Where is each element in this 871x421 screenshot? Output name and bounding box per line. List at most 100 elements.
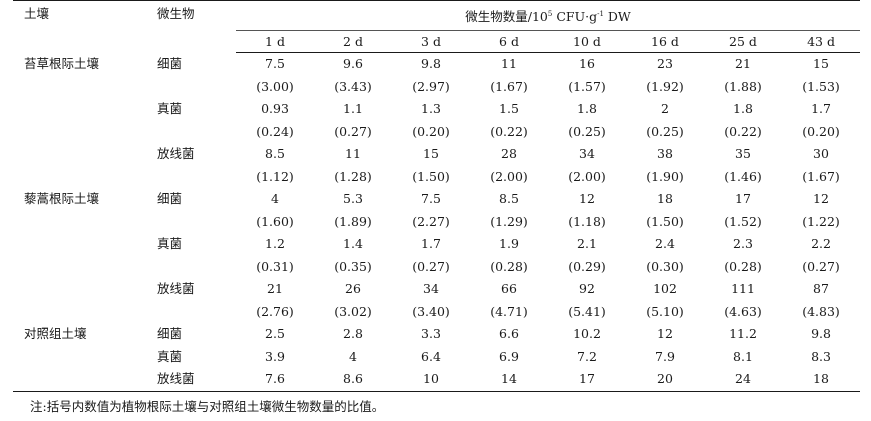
count-value-cell: 23 xyxy=(657,56,673,71)
header-group-label: 微生物数量/10 xyxy=(465,9,548,24)
ratio-value-cell: (3.40) xyxy=(412,303,450,319)
header-group-tail: DW xyxy=(607,9,631,24)
count-value-cell: 11.2 xyxy=(729,326,757,341)
ratio-value-cell: (1.92) xyxy=(646,78,684,94)
count-value-cell: 66 xyxy=(501,281,517,296)
ratio-value-cell: (4.83) xyxy=(802,303,840,319)
count-value-cell: 12 xyxy=(813,191,829,206)
empty-cell xyxy=(13,121,113,144)
ratio-value-cell: (0.29) xyxy=(568,258,606,274)
empty-cell xyxy=(113,256,236,279)
count-value-cell: 9.6 xyxy=(343,56,363,71)
ratio-value-cell: (5.10) xyxy=(646,303,684,319)
table-row-ratio: (0.31) (0.35) (0.27) (0.28) (0.29) (0.30) (0.2… xyxy=(13,256,860,279)
count-value-cell: 21 xyxy=(267,281,283,296)
count-value-cell: 15 xyxy=(423,146,439,161)
ratio-value-cell: (1.67) xyxy=(490,78,528,94)
count-value-cell: 1.7 xyxy=(811,101,831,116)
ratio-value-cell: (1.28) xyxy=(334,168,372,184)
ratio-value-cell: (3.02) xyxy=(334,303,372,319)
ratio-value-cell: (4.63) xyxy=(724,303,762,319)
count-value-cell: 1.4 xyxy=(343,236,363,251)
empty-cell xyxy=(13,211,113,234)
count-value-cell: 8.5 xyxy=(265,146,285,161)
count-value-cell: 16 xyxy=(579,56,595,71)
ratio-value-cell: (1.18) xyxy=(568,213,606,229)
ratio-value-cell: (0.30) xyxy=(646,258,684,274)
empty-cell xyxy=(113,76,236,99)
ratio-value-cell: (2.27) xyxy=(412,213,450,229)
header-day: 1 d xyxy=(236,30,314,53)
ratio-value-cell: (0.27) xyxy=(412,258,450,274)
count-value-cell: 8.6 xyxy=(314,368,392,392)
ratio-value-cell: (1.88) xyxy=(724,78,762,94)
table-row: 苔草根际土壤 细菌 7.5 9.6 9.8 11 16 23 21 15 xyxy=(13,53,860,76)
ratio-value-cell: (1.29) xyxy=(490,213,528,229)
count-value-cell: 4 xyxy=(271,191,279,206)
count-value-cell: 24 xyxy=(704,368,782,392)
count-value-cell: 87 xyxy=(813,281,829,296)
ratio-value-cell: (0.28) xyxy=(490,258,528,274)
count-value-cell: 18 xyxy=(657,191,673,206)
count-value-cell: 111 xyxy=(731,281,755,296)
count-value-cell: 0.93 xyxy=(261,101,289,116)
count-value-cell: 17 xyxy=(548,368,626,392)
table-row: 放线菌 21 26 34 66 92 102 111 87 xyxy=(13,278,860,301)
ratio-value-cell: (1.90) xyxy=(646,168,684,184)
table-footnote: 注:括号内数值为植物根际土壤与对照组土壤微生物数量的比值。 xyxy=(30,399,385,414)
table-row: 放线菌 7.6 8.6 10 14 17 20 24 18 xyxy=(13,368,861,392)
count-value-cell: 21 xyxy=(735,56,751,71)
count-value-cell: 28 xyxy=(501,146,517,161)
microbe-label: 细菌 xyxy=(157,55,183,71)
ratio-value-cell: (0.28) xyxy=(724,258,762,274)
count-value-cell: 1.8 xyxy=(733,101,753,116)
count-value-cell: 2.8 xyxy=(343,326,363,341)
soil-empty-cell xyxy=(13,233,113,256)
soil-empty-cell xyxy=(13,98,113,121)
count-value-cell: 26 xyxy=(345,281,361,296)
header-day: 43 d xyxy=(782,30,861,53)
ratio-value-cell: (1.46) xyxy=(724,168,762,184)
table-row-ratio: (1.60) (1.89) (2.27) (1.29) (1.18) (1.50) (1.5… xyxy=(13,211,860,234)
count-value-cell: 11 xyxy=(501,56,517,71)
count-value-cell: 9.8 xyxy=(421,56,441,71)
count-value-cell: 8.5 xyxy=(499,191,519,206)
ratio-value-cell: (0.22) xyxy=(490,123,528,139)
count-value-cell: 30 xyxy=(813,146,829,161)
soil-empty-cell xyxy=(13,278,113,301)
table-row: 对照组土壤 细菌 2.5 2.8 3.3 6.6 10.2 12 11.2 9.8 xyxy=(13,323,860,346)
ratio-value-cell: (0.20) xyxy=(802,123,840,139)
ratio-value-cell: (0.27) xyxy=(802,258,840,274)
header-day: 25 d xyxy=(704,30,782,53)
empty-cell xyxy=(13,166,113,189)
count-value-cell: 1.3 xyxy=(421,101,441,116)
ratio-value-cell: (3.43) xyxy=(334,78,372,94)
count-value-cell: 11 xyxy=(345,146,361,161)
count-value-cell: 2.2 xyxy=(811,236,831,251)
ratio-value-cell: (0.25) xyxy=(646,123,684,139)
microbe-label: 真菌 xyxy=(157,101,183,116)
count-value-cell: 6.9 xyxy=(499,348,519,364)
header-group-exponent: 5 xyxy=(547,10,553,18)
header-soil: 土壤 xyxy=(13,0,113,53)
count-value-cell: 2.1 xyxy=(577,236,597,251)
ratio-value-cell: (3.00) xyxy=(256,78,294,94)
header-day: 6 d xyxy=(470,30,548,53)
count-value-cell: 2.4 xyxy=(655,236,675,251)
ratio-value-cell: (1.89) xyxy=(334,213,372,229)
table-row: 真菌 3.9 4 6.4 6.9 7.2 7.9 8.1 8.3 xyxy=(13,346,860,369)
count-value-cell: 7.9 xyxy=(655,348,675,364)
count-value-cell: 7.5 xyxy=(265,56,285,71)
header-day: 16 d xyxy=(626,30,704,53)
ratio-value-cell: (1.67) xyxy=(802,168,840,184)
ratio-value-cell: (1.22) xyxy=(802,213,840,229)
count-value-cell: 1.1 xyxy=(343,101,363,116)
header-group-unit-exponent: -1 xyxy=(597,10,604,18)
count-value-cell: 10.2 xyxy=(573,326,601,341)
microbe-label: 放线菌 xyxy=(113,368,236,392)
table-row-ratio: (3.00) (3.43) (2.97) (1.67) (1.57) (1.92) (1.8… xyxy=(13,76,860,99)
empty-cell xyxy=(113,166,236,189)
empty-cell xyxy=(13,76,113,99)
count-value-cell: 3.3 xyxy=(421,326,441,341)
microbe-label: 真菌 xyxy=(157,236,183,251)
